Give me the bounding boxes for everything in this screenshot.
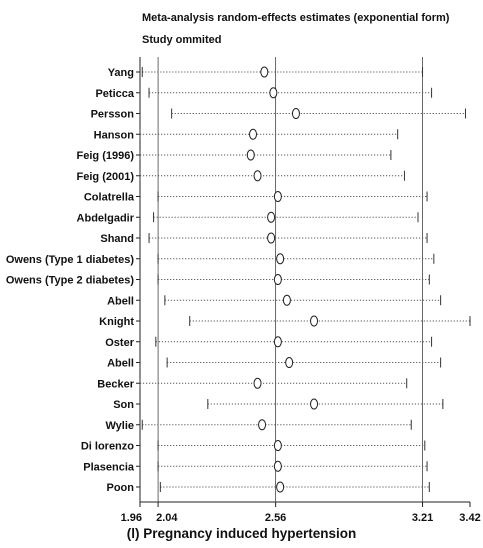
study-row: Yang [108, 66, 424, 79]
study-row: Hanson [94, 128, 399, 141]
study-row: Feig (1996) [77, 149, 392, 162]
estimate-marker [273, 440, 282, 451]
plot-frame [139, 57, 470, 503]
x-tick-label: 3.21 [412, 512, 433, 524]
estimate-marker [246, 149, 255, 161]
study-row: Abell [107, 357, 442, 370]
estimate-marker [269, 87, 278, 99]
study-label: Wylie [105, 420, 134, 432]
study-row: Owens (Type 1 diabetes) [6, 253, 435, 266]
study-label: Shand [100, 233, 134, 245]
study-row: Oster [105, 336, 433, 349]
estimate-marker [310, 315, 319, 327]
study-label: Becker [97, 378, 134, 390]
x-tick-label: 2.56 [265, 512, 286, 524]
study-rows: Yang Peticca Persson Hanson Feig (1996) Feig … [6, 66, 471, 494]
chart-subtitle: Study ommited [142, 34, 222, 46]
study-row: Peticca [95, 87, 433, 100]
estimate-marker [253, 170, 262, 182]
study-label: Oster [105, 337, 134, 349]
study-label: Di lorenzo [81, 441, 134, 453]
study-label: Owens (Type 1 diabetes) [6, 254, 135, 266]
study-row: Wylie [105, 419, 412, 432]
estimate-marker [276, 481, 285, 493]
estimate-marker [273, 336, 282, 348]
x-tick-label: 2.04 [156, 512, 178, 524]
estimate-marker [273, 460, 282, 472]
study-label: Hanson [94, 129, 135, 141]
study-label: Abell [107, 295, 134, 307]
study-label: Son [113, 399, 134, 411]
estimate-marker [285, 357, 294, 368]
estimate-marker [253, 377, 262, 389]
study-row: Poon [107, 481, 430, 494]
study-label: Poon [107, 482, 135, 494]
x-tick-label: 1.96 [121, 512, 142, 524]
estimate-marker [273, 274, 282, 285]
estimate-marker [258, 419, 267, 431]
study-label: Yang [108, 67, 134, 79]
estimate-marker [291, 108, 300, 119]
study-row: Di lorenzo [81, 440, 426, 453]
study-label: Plasencia [83, 461, 135, 473]
estimate-marker [267, 232, 276, 244]
study-row: Becker [97, 377, 408, 390]
x-tick-label: 3.42 [459, 512, 480, 524]
chart-caption: (l) Pregnancy induced hypertension [126, 526, 357, 541]
estimate-marker [282, 294, 291, 306]
study-row: Colatrella [84, 191, 428, 204]
study-label: Abell [107, 358, 134, 370]
study-row: Son [113, 398, 444, 411]
x-axis: 1.96 2.04 2.56 3.21 3.42 [121, 502, 481, 524]
study-row: Owens (Type 2 diabetes) [6, 274, 430, 287]
estimate-marker [276, 253, 285, 265]
estimate-marker [273, 191, 282, 202]
study-label: Owens (Type 2 diabetes) [6, 275, 135, 287]
study-row: Plasencia [83, 460, 428, 473]
study-row: Persson [91, 108, 466, 121]
estimate-marker [249, 128, 258, 140]
study-label: Peticca [95, 88, 134, 100]
study-row: Abell [107, 294, 442, 307]
study-label: Abdelgadir [77, 212, 135, 224]
estimate-marker [260, 66, 269, 78]
study-label: Feig (1996) [77, 150, 135, 162]
chart-title: Meta-analysis random-effects estimates (… [142, 12, 450, 24]
study-label: Feig (2001) [77, 171, 135, 183]
study-row: Feig (2001) [77, 170, 405, 183]
study-row: Knight [99, 315, 471, 328]
study-label: Persson [91, 109, 135, 121]
estimate-marker [310, 398, 319, 410]
study-row: Abdelgadir [77, 211, 419, 224]
study-row: Shand [100, 232, 428, 245]
estimate-marker [267, 211, 276, 223]
study-label: Knight [99, 316, 134, 328]
study-label: Colatrella [84, 192, 135, 204]
